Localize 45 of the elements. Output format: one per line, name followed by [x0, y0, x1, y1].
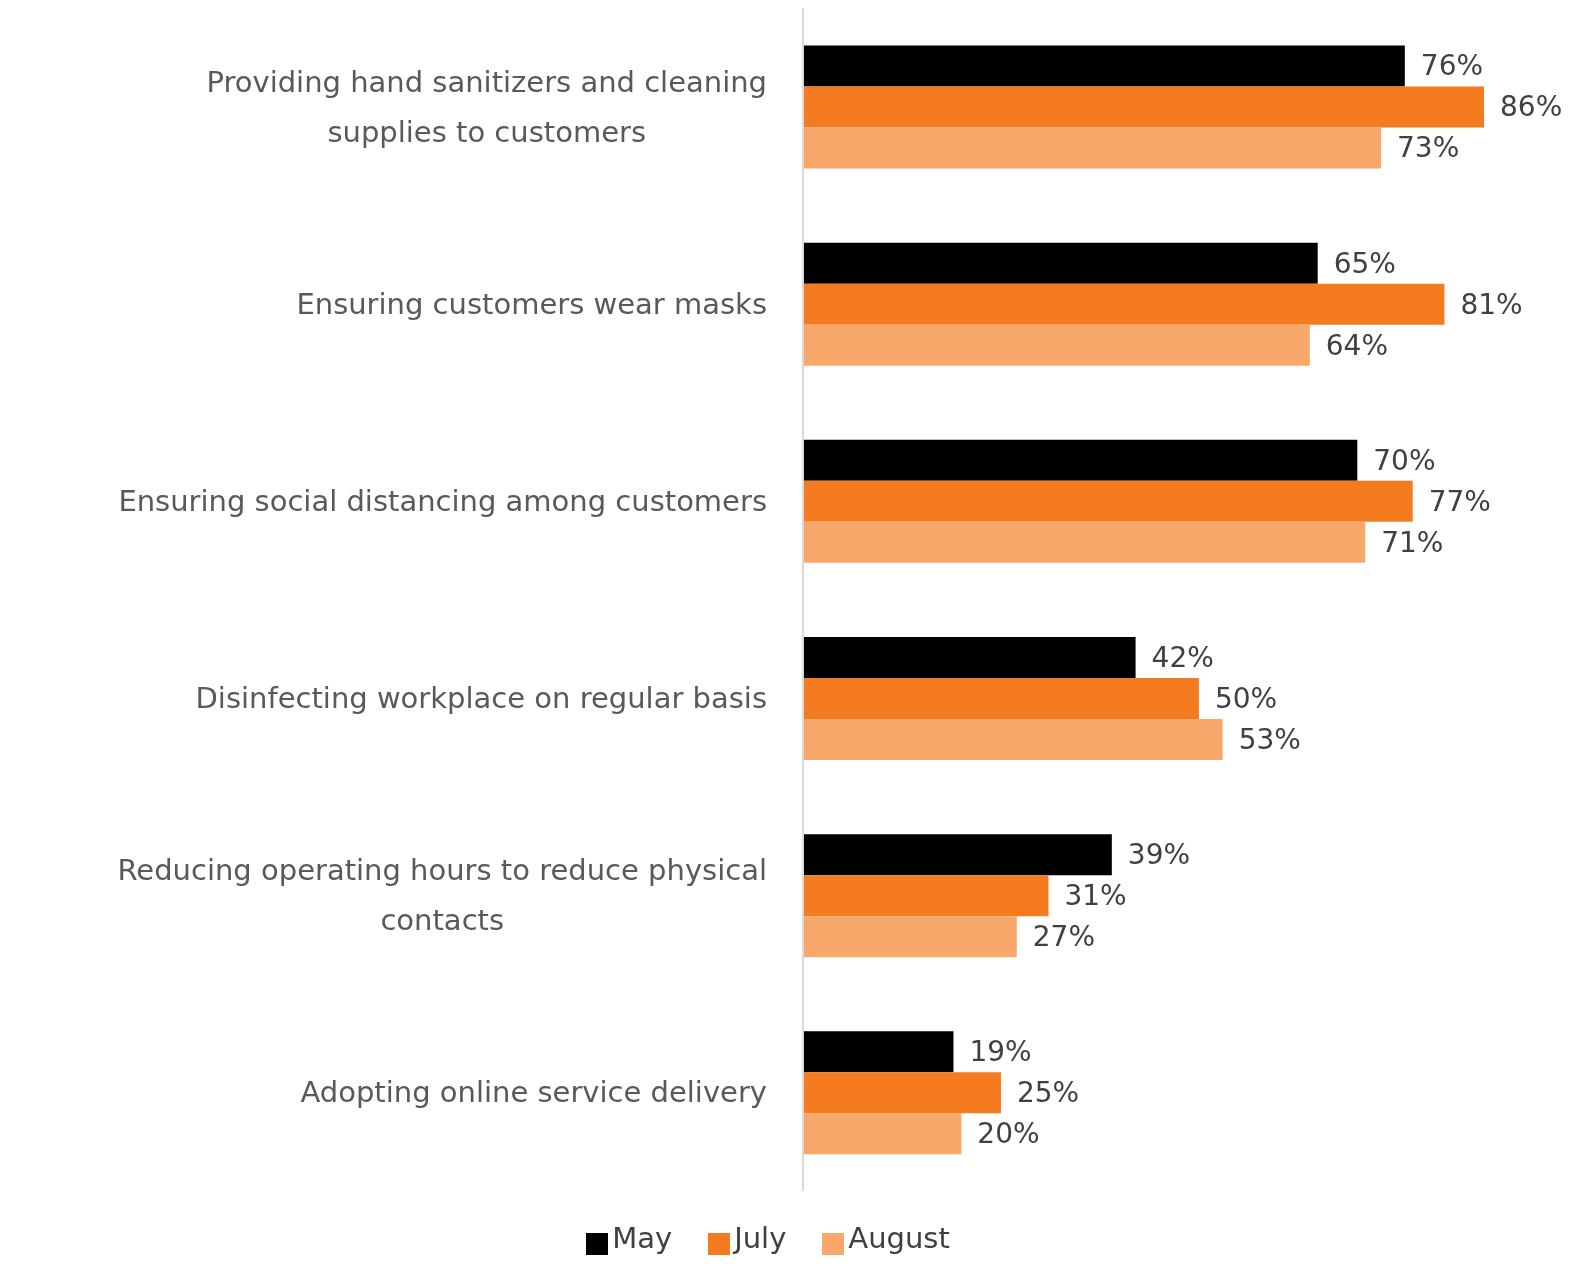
- data-label: 81%: [1460, 287, 1523, 321]
- data-label: 71%: [1381, 525, 1444, 559]
- legend-label: July: [734, 1221, 787, 1255]
- bar: [803, 1072, 1001, 1114]
- bar: [803, 127, 1382, 169]
- data-label: 73%: [1397, 131, 1460, 165]
- y-tick-label: Reducing operating hours to reduce physical contacts: [117, 853, 767, 938]
- data-label: 19%: [969, 1035, 1032, 1069]
- data-label: 70%: [1373, 443, 1436, 477]
- data-label: 76%: [1420, 49, 1484, 83]
- bar: [803, 45, 1405, 87]
- bar: [803, 1031, 954, 1073]
- data-label: 20%: [977, 1117, 1040, 1151]
- bar: [803, 480, 1413, 522]
- bar: [803, 875, 1049, 917]
- bar: [803, 283, 1445, 325]
- y-tick-label: Adopting online service delivery: [300, 1075, 768, 1110]
- data-label: 27%: [1032, 920, 1096, 954]
- bar: [803, 86, 1484, 128]
- data-label: 64%: [1325, 328, 1389, 362]
- bar: [803, 718, 1223, 760]
- data-label: 42%: [1151, 640, 1214, 674]
- bar: [803, 1113, 962, 1155]
- data-label: 65%: [1333, 246, 1396, 280]
- data-label: 53%: [1238, 722, 1301, 756]
- y-tick-label: Providing hand sanitizers and cleaning supplies to customers: [206, 64, 767, 149]
- data-label: 25%: [1016, 1076, 1080, 1110]
- bar: [803, 677, 1199, 719]
- legend-label: May: [612, 1221, 673, 1255]
- y-tick-label: Ensuring social distancing among customers: [118, 483, 767, 518]
- data-label: 77%: [1428, 484, 1491, 518]
- bar: [803, 324, 1310, 366]
- data-label: 50%: [1214, 681, 1278, 715]
- legend-label: August: [848, 1221, 950, 1255]
- y-tick-label: Disinfecting workplace on regular basis: [195, 681, 767, 716]
- bar: [803, 636, 1136, 678]
- bar: [803, 439, 1358, 481]
- bar: [803, 834, 1112, 876]
- data-label: 39%: [1127, 838, 1191, 872]
- data-label: 31%: [1064, 879, 1127, 913]
- bar: [803, 521, 1366, 563]
- data-label: 86%: [1500, 90, 1563, 124]
- bar: [803, 916, 1017, 958]
- y-tick-label: Ensuring customers wear masks: [296, 286, 767, 321]
- bar: [803, 242, 1318, 284]
